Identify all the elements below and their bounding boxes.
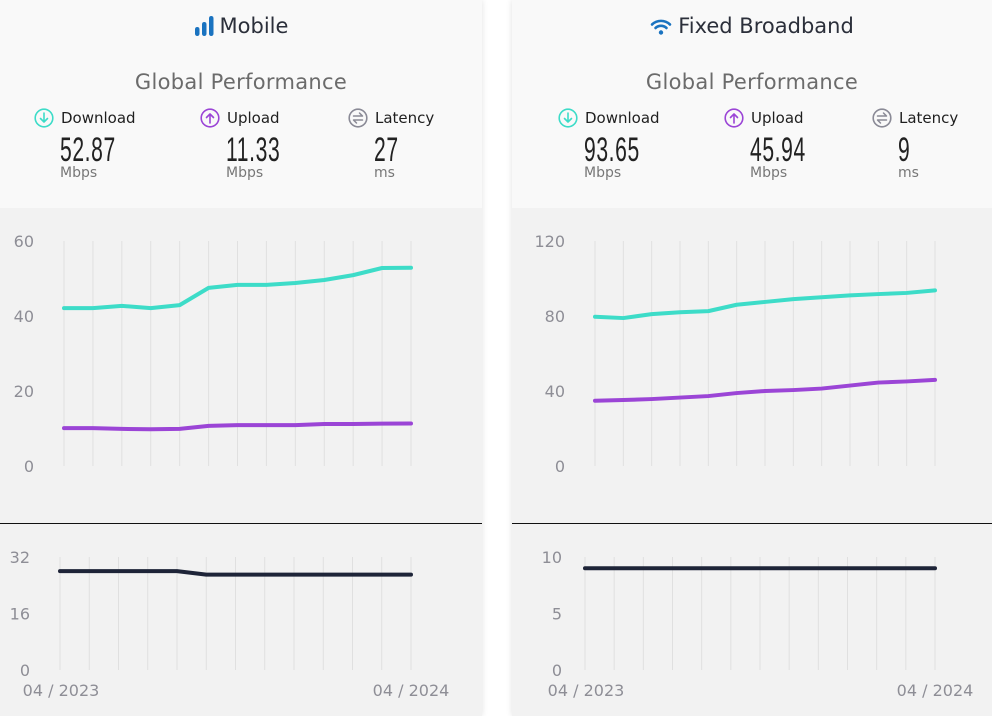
download-series-line: [593, 288, 937, 321]
upload-series-line: [62, 421, 413, 432]
y-tick-label: 10: [542, 548, 562, 567]
metric-unit: Mbps: [584, 165, 622, 181]
metric-value: 27: [374, 131, 399, 169]
upload-series-line: [593, 377, 937, 403]
metric-value: 9: [898, 131, 911, 169]
x-tick-label: 04 / 2024: [897, 681, 974, 700]
download-metric: Download 52.87 Mbps: [34, 108, 150, 181]
metric-value: 45.94: [750, 131, 806, 169]
panel-title: Fixed Broadband: [512, 14, 992, 38]
panel-title-text: Mobile: [219, 14, 289, 38]
y-tick-label: 80: [545, 307, 565, 326]
y-tick-label: 40: [14, 307, 34, 326]
download-metric: Download 93.65 Mbps: [558, 108, 674, 181]
fixed-broadband-panel: Fixed Broadband Global Performance Downl…: [512, 0, 992, 716]
metric-label: Download: [585, 109, 660, 127]
metric-unit: ms: [374, 165, 395, 181]
metric-label: Download: [61, 109, 136, 127]
metric-unit: ms: [898, 165, 919, 181]
metric-label: Latency: [375, 109, 435, 127]
y-tick-label: 32: [10, 548, 30, 567]
chart-divider: [0, 523, 482, 524]
upload-metric: Upload 11.33 Mbps: [200, 108, 314, 181]
metric-label: Upload: [751, 109, 804, 127]
wifi-icon: [650, 19, 672, 35]
metric-value: 93.65: [584, 131, 640, 169]
metric-unit: Mbps: [60, 165, 98, 181]
metric-unit: Mbps: [750, 165, 788, 181]
y-tick-label: 5: [552, 605, 562, 624]
section-subtitle: Global Performance: [134, 70, 348, 94]
y-tick-label: 0: [552, 661, 562, 680]
latency-arrows-icon: [348, 108, 368, 128]
metric-label: Upload: [227, 109, 280, 127]
y-tick-label: 0: [24, 457, 34, 476]
metric-unit: Mbps: [226, 165, 264, 181]
y-tick-label: 0: [555, 457, 565, 476]
metric-label: Latency: [899, 109, 959, 127]
mobile-panel: Mobile Global Performance Download 52.87…: [0, 0, 482, 716]
y-tick-label: 60: [14, 232, 34, 251]
panel-title: Mobile: [0, 14, 482, 38]
fixed-broadband-chart: 0 40 80 120 0 5 10 04 / 2023 04 / 2024: [534, 232, 974, 700]
x-tick-label: 04 / 2023: [23, 681, 100, 700]
y-tick-label: 40: [545, 382, 565, 401]
download-arrow-icon: [558, 108, 578, 128]
metric-value: 11.33: [226, 131, 281, 169]
download-series-line: [62, 265, 413, 311]
y-tick-label: 20: [14, 382, 34, 401]
x-tick-label: 04 / 2024: [373, 681, 450, 700]
metric-value: 52.87: [60, 131, 116, 169]
panel-title-text: Fixed Broadband: [678, 14, 854, 38]
upload-metric: Upload 45.94 Mbps: [724, 108, 840, 181]
mobile-chart: 0 20 40 60 0 16 32 04 / 2023 04 / 2024: [10, 232, 450, 700]
fixed-broadband-header: Fixed Broadband Global Performance Downl…: [512, 0, 992, 208]
signal-bars-icon: [194, 16, 214, 36]
y-tick-label: 16: [10, 605, 30, 624]
download-arrow-icon: [34, 108, 54, 128]
latency-metric: Latency 9 ms: [872, 108, 958, 181]
y-tick-label: 0: [20, 661, 30, 680]
upload-arrow-icon: [200, 108, 220, 128]
chart-divider: [512, 523, 992, 524]
x-tick-label: 04 / 2023: [548, 681, 625, 700]
y-tick-label: 120: [534, 232, 565, 251]
upload-arrow-icon: [724, 108, 744, 128]
latency-arrows-icon: [872, 108, 892, 128]
section-subtitle: Global Performance: [645, 70, 859, 94]
mobile-header: Mobile Global Performance Download 52.87…: [0, 0, 482, 208]
latency-metric: Latency 27 ms: [348, 108, 434, 181]
latency-series-line: [58, 569, 413, 577]
